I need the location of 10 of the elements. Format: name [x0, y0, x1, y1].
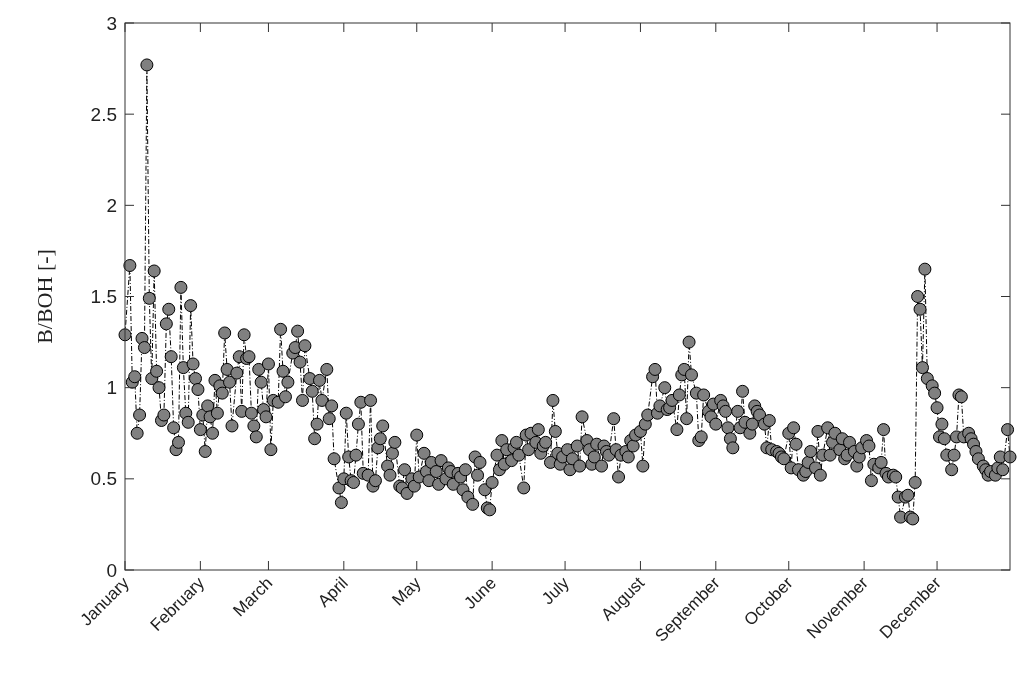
y-axis-title: B/BOH [-] — [32, 249, 57, 344]
y-tick-label: 2 — [106, 194, 117, 216]
y-tick-label: 2.5 — [90, 103, 117, 125]
x-tick-label: July — [538, 573, 574, 609]
y-tick-label: 3 — [106, 12, 117, 34]
y-tick-label: 1.5 — [90, 286, 117, 308]
y-tick-label: 1 — [106, 377, 117, 399]
y-tick-label: 0 — [106, 559, 117, 581]
y-tick-label: 0.5 — [90, 468, 117, 490]
x-tick-label: May — [388, 573, 425, 610]
